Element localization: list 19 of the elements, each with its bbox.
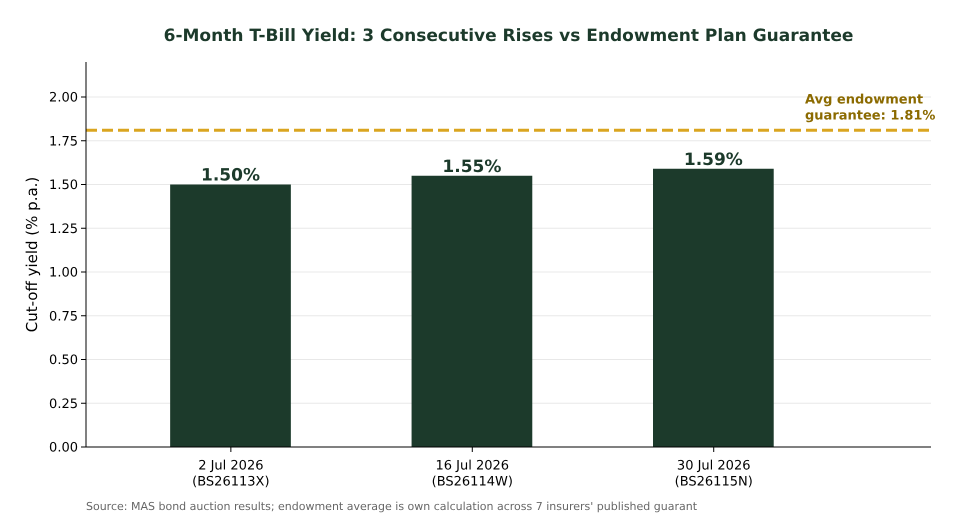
data-label: 1.55% [442, 156, 502, 177]
y-tick-label: 1.25 [49, 222, 78, 237]
y-tick-label: 0.75 [49, 309, 78, 324]
y-tick-label: 0.00 [49, 440, 78, 456]
x-tick-label: 2 Jul 2026 (BS26113X) [192, 458, 270, 490]
y-axis-title: Cut-off yield (% p.a.) [23, 176, 41, 332]
y-tick-label: 0.50 [49, 353, 78, 368]
ref-line-label: Avg endowment guarantee: 1.81% [805, 92, 936, 124]
source-note: Source: MAS bond auction results; endowment average is own calculation across 7 insurers' published guarant [86, 500, 698, 514]
y-tick-label: 1.75 [49, 134, 78, 150]
y-tick-label: 2.00 [49, 90, 78, 106]
y-tick-label: 1.00 [49, 266, 78, 281]
chart-title: 6-Month T-Bill Yield: 3 Consecutive Rises vs Endowment Plan Guarantee [162, 26, 854, 46]
x-tick-label: 16 Jul 2026 (BS26114W) [432, 458, 513, 490]
data-label: 1.59% [684, 150, 743, 170]
data-label: 1.50% [201, 166, 260, 186]
x-tick-label: 30 Jul 2026 (BS26115N) [674, 458, 753, 490]
y-tick-label: 0.25 [49, 396, 78, 412]
y-tick-label: 1.50 [49, 178, 78, 194]
